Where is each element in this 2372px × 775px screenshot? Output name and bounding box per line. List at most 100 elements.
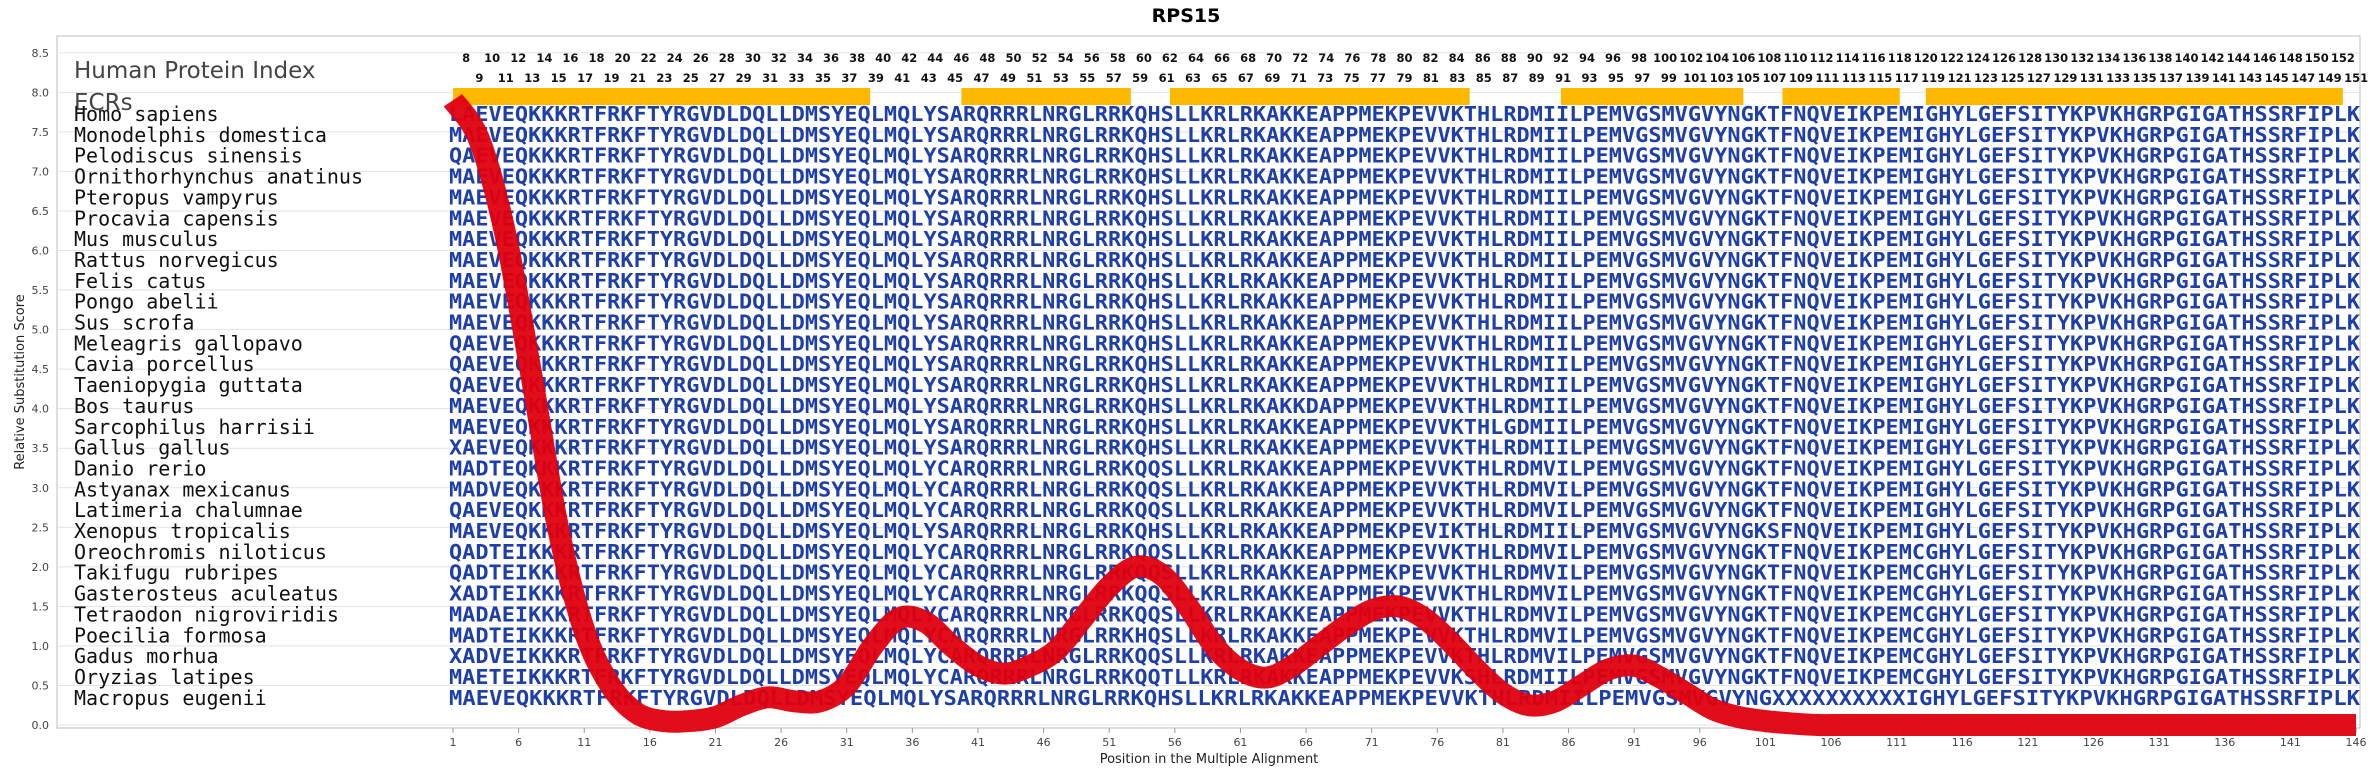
protein-position-number: 143 [2238,71,2262,85]
protein-position-number: 73 [1317,71,1333,85]
species-name: Taeniopygia guttata [74,373,303,397]
protein-position-number: 118 [1888,51,1912,65]
protein-position-number: 149 [2318,71,2342,85]
protein-position-number: 151 [2344,71,2368,85]
protein-position-number: 45 [947,71,963,85]
protein-position-number: 114 [1836,51,1860,65]
protein-position-number: 13 [524,71,540,85]
x-tick-label: 111 [1886,736,1907,749]
protein-position-number: 117 [1895,71,1919,85]
protein-position-number: 69 [1264,71,1280,85]
x-axis-ticks: 1 6 11 16 21 26 31 36 41 46 51 56 61 66 71 76 81 86 91 96 10… [450,728,2367,749]
species-name: Pongo abelii [74,290,219,314]
sequence-row: QAEVEQKKKRTFRKFTYRGVDLDQLLDMSYEQLMQLYSAR… [449,331,2360,355]
protein-position-number: 39 [868,71,884,85]
protein-position-number: 146 [2253,51,2277,65]
protein-position-number: 16 [562,51,578,65]
protein-position-number: 42 [901,51,917,65]
sequence-row: MAEVEQKKKRTFRKFTYRGVDLDQLLDMSYEQLMQLYSAR… [449,227,2360,251]
protein-position-number: 19 [603,71,619,85]
protein-position-number: 106 [1731,51,1755,65]
sequence-row: MADTEIKKKRTFRKFTYRGVDLDQLLDMSYEQLMQLYCAR… [449,623,2360,647]
y-tick-label: 7.5 [32,126,50,139]
protein-position-number: 137 [2159,71,2183,85]
protein-position-number: 78 [1370,51,1386,65]
species-name: Mus musculus [74,227,219,251]
protein-position-number: 63 [1185,71,1201,85]
sequence-row: MAETEIKKKRTFRKFTYRGVDLDQLLDMSYEQLMQLYCAR… [449,665,2360,689]
sequence-row: MAEVEQKKKRTFRKFTYRGVDLDQLLDMSYEQLMQLYSAR… [449,185,2360,209]
species-name: Ornithorhynchus anatinus [74,165,363,189]
protein-position-number: 96 [1605,51,1621,65]
protein-position-number: 58 [1110,51,1126,65]
protein-position-number: 99 [1661,71,1677,85]
protein-position-number: 135 [2133,71,2157,85]
x-tick-label: 81 [1496,736,1510,749]
sequence-row: QAEVEQKKKRTFRKFTYRGVDLDQLLDMSYEQLMQLYSAR… [449,144,2360,168]
ecr-bar [453,88,871,105]
x-tick-label: 46 [1037,736,1051,749]
protein-position-number: 12 [510,51,526,65]
x-axis-label: Position in the Multiple Alignment [1100,752,1319,767]
protein-position-number: 108 [1757,51,1781,65]
protein-position-number: 20 [615,51,631,65]
species-name: Sarcophilus harrisii [74,415,315,439]
species-name: Xenopus tropicalis [74,519,291,543]
protein-position-number: 144 [2227,51,2251,65]
x-tick-label: 16 [643,736,657,749]
sequence-row: MAEVEQKKKRTFRKFTYRGVDLDQLLDMSYEQLMQLYSAR… [449,519,2360,543]
species-name: Latimeria chalumnae [74,498,303,522]
protein-position-number: 64 [1188,51,1204,65]
protein-position-number: 76 [1344,51,1360,65]
protein-position-number: 72 [1292,51,1308,65]
y-tick-label: 8.0 [32,86,50,99]
protein-position-number: 46 [953,51,969,65]
protein-position-number: 37 [841,71,857,85]
x-tick-label: 136 [2214,736,2235,749]
ecr-bar [1169,88,1470,105]
position-numbers: 8 10 12 14 16 18 20 22 24 26 28 30 32 34 36 38 40 42 44 46 4… [462,51,2368,85]
sequence-row: MADVEQKKKRTFRKFTYRGVDLDQLLDMSYEQLMQLYCAR… [449,477,2360,501]
protein-position-number: 112 [1810,51,1834,65]
protein-position-number: 84 [1449,51,1465,65]
protein-position-number: 31 [762,71,778,85]
protein-position-number: 111 [1815,71,1839,85]
species-name: Rattus norvegicus [74,248,279,272]
species-name: Sus scrofa [74,311,194,335]
species-name: Tetraodon nigroviridis [74,602,339,626]
protein-position-number: 98 [1631,51,1647,65]
protein-position-number: 68 [1240,51,1256,65]
ecr-bar [1782,88,1900,105]
chart-title: RPS15 [1152,5,1221,27]
protein-position-number: 11 [498,71,514,85]
protein-position-number: 147 [2291,71,2315,85]
y-tick-label: 5.5 [32,284,50,297]
protein-position-number: 92 [1553,51,1569,65]
x-tick-label: 141 [2280,736,2301,749]
protein-position-number: 48 [979,51,995,65]
protein-position-number: 102 [1679,51,1703,65]
protein-position-number: 126 [1992,51,2016,65]
protein-position-number: 60 [1136,51,1152,65]
protein-position-number: 49 [1000,71,1016,85]
protein-position-number: 17 [577,71,593,85]
protein-position-number: 30 [745,51,761,65]
x-tick-label: 96 [1693,736,1707,749]
x-tick-label: 71 [1365,736,1379,749]
x-tick-label: 26 [774,736,788,749]
protein-position-number: 125 [2000,71,2024,85]
protein-position-number: 10 [484,51,500,65]
protein-position-number: 142 [2201,51,2225,65]
protein-position-number: 61 [1159,71,1175,85]
y-tick-label: 0.5 [32,679,50,692]
protein-position-number: 101 [1683,71,1707,85]
x-tick-label: 106 [1821,736,1842,749]
protein-position-number: 8 [462,51,470,65]
species-name: Felis catus [74,269,206,293]
protein-position-number: 65 [1211,71,1227,85]
protein-position-number: 24 [667,51,683,65]
x-tick-label: 91 [1627,736,1641,749]
sequence-row: MAEVEQKKKRTFRKFTYRGVDLDQLLDMSYEQLMQLYSAR… [449,206,2360,230]
protein-position-number: 35 [815,71,831,85]
